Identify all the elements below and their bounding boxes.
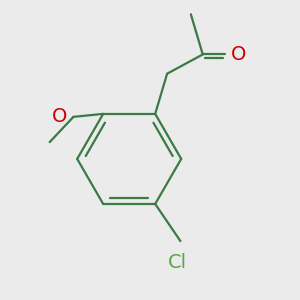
Text: O: O [52, 107, 68, 126]
Text: Cl: Cl [168, 253, 187, 272]
Text: O: O [231, 45, 246, 64]
